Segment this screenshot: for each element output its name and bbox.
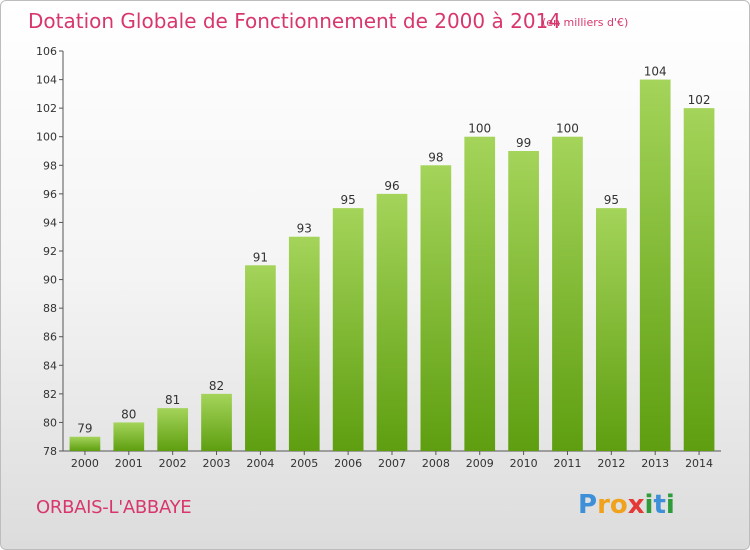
x-tick-label: 2009 bbox=[466, 457, 494, 470]
x-tick-label: 2008 bbox=[422, 457, 450, 470]
data-label: 99 bbox=[516, 136, 531, 150]
logo-letter: x bbox=[627, 490, 645, 520]
y-tick-label: 80 bbox=[43, 416, 57, 429]
bar-2014 bbox=[683, 108, 715, 452]
y-tick-label: 86 bbox=[43, 331, 57, 344]
y-tick-label: 96 bbox=[43, 188, 57, 201]
x-tick-label: 2005 bbox=[290, 457, 318, 470]
logo-letter: t bbox=[653, 490, 666, 520]
logo-letter: o bbox=[609, 490, 628, 520]
x-tick-label: 2007 bbox=[378, 457, 406, 470]
chart-title: Dotation Globale de Fonctionnement de 20… bbox=[28, 9, 561, 33]
x-tick-label: 2003 bbox=[203, 457, 231, 470]
data-label: 95 bbox=[340, 193, 355, 207]
x-tick-label: 2014 bbox=[685, 457, 713, 470]
bar-2006 bbox=[332, 208, 364, 451]
logo-letter: i bbox=[665, 490, 675, 520]
x-tick-label: 2011 bbox=[553, 457, 581, 470]
bar-2001 bbox=[113, 422, 145, 451]
bar-2012 bbox=[595, 208, 627, 451]
data-label: 93 bbox=[297, 222, 312, 236]
data-label: 81 bbox=[165, 393, 180, 407]
data-label: 91 bbox=[253, 250, 268, 264]
bar-2008 bbox=[420, 165, 452, 452]
x-tick-label: 2000 bbox=[71, 457, 99, 470]
bar-2005 bbox=[288, 236, 320, 451]
y-tick-label: 100 bbox=[36, 131, 57, 144]
x-tick-label: 2006 bbox=[334, 457, 362, 470]
y-tick-label: 78 bbox=[43, 445, 57, 458]
x-tick-label: 2012 bbox=[597, 457, 625, 470]
x-tick-label: 2013 bbox=[641, 457, 669, 470]
bar-2000 bbox=[69, 436, 101, 451]
logo-letter: i bbox=[644, 490, 654, 520]
bar-2011 bbox=[552, 136, 583, 451]
data-label: 98 bbox=[428, 150, 443, 164]
x-tick-label: 2001 bbox=[115, 457, 143, 470]
y-tick-label: 98 bbox=[43, 159, 57, 172]
data-label: 104 bbox=[644, 65, 667, 79]
y-tick-label: 88 bbox=[43, 302, 57, 315]
bar-2003 bbox=[201, 393, 232, 451]
bar-2009 bbox=[464, 136, 496, 451]
data-label: 95 bbox=[604, 193, 619, 207]
x-tick-label: 2002 bbox=[159, 457, 187, 470]
logo-letter: P bbox=[578, 490, 598, 520]
y-tick-label: 102 bbox=[36, 102, 57, 115]
data-label: 100 bbox=[556, 122, 579, 136]
bar-2007 bbox=[376, 193, 408, 451]
bar-2002 bbox=[157, 408, 189, 451]
data-label: 100 bbox=[468, 122, 491, 136]
data-label: 96 bbox=[384, 179, 399, 193]
bar-2013 bbox=[639, 79, 671, 452]
y-tick-label: 94 bbox=[43, 216, 57, 229]
data-label: 80 bbox=[121, 407, 136, 421]
bar-2010 bbox=[508, 151, 539, 451]
y-tick-label: 84 bbox=[43, 359, 57, 372]
x-tick-label: 2010 bbox=[510, 457, 538, 470]
x-tick-label: 2004 bbox=[246, 457, 274, 470]
proxiti-logo[interactable]: Proxiti bbox=[578, 490, 675, 520]
y-tick-label: 92 bbox=[43, 245, 57, 258]
y-tick-label: 104 bbox=[36, 74, 57, 87]
y-tick-label: 90 bbox=[43, 274, 57, 287]
y-tick-label: 82 bbox=[43, 388, 57, 401]
logo-letter: r bbox=[597, 490, 610, 520]
bar-2004 bbox=[245, 265, 276, 451]
chart-subtitle: (en milliers d'€) bbox=[542, 16, 629, 29]
data-label: 102 bbox=[688, 93, 711, 107]
data-label: 79 bbox=[77, 422, 92, 436]
y-tick-label: 106 bbox=[36, 45, 57, 58]
data-label: 82 bbox=[209, 379, 224, 393]
commune-name: ORBAIS-L'ABBAYE bbox=[36, 497, 192, 518]
